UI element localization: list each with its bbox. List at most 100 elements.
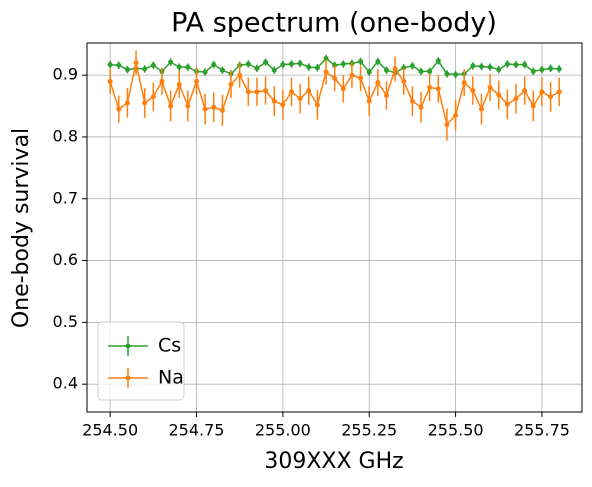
y-tick-label: 0.5 (53, 312, 78, 331)
x-tick-label: 255.00 (255, 421, 311, 440)
point (358, 75, 364, 81)
point (297, 60, 303, 66)
x-tick-label: 255.75 (514, 421, 570, 440)
legend-label: Cs (158, 335, 181, 357)
point (237, 72, 243, 78)
point (133, 60, 139, 66)
point (383, 67, 389, 73)
point (435, 58, 441, 64)
point (556, 66, 562, 72)
point (427, 68, 433, 74)
point (150, 94, 156, 100)
point (435, 86, 441, 92)
point (470, 63, 476, 69)
point (427, 85, 433, 91)
point (496, 92, 502, 98)
point (245, 61, 251, 67)
point (306, 88, 312, 94)
point (107, 78, 113, 84)
y-tick-label: 0.8 (53, 126, 78, 145)
point (124, 67, 130, 73)
point (548, 94, 554, 100)
point (150, 62, 156, 68)
point (116, 62, 122, 68)
point (271, 67, 277, 73)
point (271, 98, 277, 104)
point (142, 66, 148, 72)
point (314, 102, 320, 108)
point (288, 61, 294, 67)
point (522, 62, 528, 68)
point (453, 72, 459, 78)
point (168, 59, 174, 65)
point (556, 89, 562, 95)
point (453, 112, 459, 118)
point (392, 66, 398, 72)
point (401, 78, 407, 84)
point (366, 98, 372, 104)
point (314, 65, 320, 71)
point (219, 67, 225, 73)
point (219, 107, 225, 113)
point (418, 104, 424, 110)
point (202, 69, 208, 75)
point (185, 103, 191, 109)
point (470, 88, 476, 94)
point (245, 89, 251, 95)
y-tick-label: 0.6 (53, 250, 78, 269)
legend-label: Na (158, 367, 184, 389)
point (202, 106, 208, 112)
point (116, 106, 122, 112)
legend-box (97, 321, 185, 401)
point (297, 96, 303, 102)
point (539, 67, 545, 73)
point (323, 55, 329, 61)
point (340, 86, 346, 92)
point (194, 78, 200, 84)
point (504, 61, 510, 67)
point (254, 65, 260, 71)
point (409, 98, 415, 104)
point (340, 61, 346, 67)
point (530, 68, 536, 74)
point (263, 88, 269, 94)
x-axis-label: 309XXX GHz (264, 449, 403, 474)
point (124, 100, 130, 106)
y-tick-label: 0.9 (53, 65, 78, 84)
point (530, 103, 536, 109)
legend-marker (125, 343, 131, 349)
legend-marker (125, 375, 131, 381)
point (159, 78, 165, 84)
point (176, 81, 182, 87)
point (366, 69, 372, 75)
point (418, 68, 424, 74)
point (288, 89, 294, 95)
point (478, 106, 484, 112)
point (263, 59, 269, 65)
point (254, 89, 260, 95)
y-tick-label: 0.4 (53, 374, 78, 393)
point (461, 80, 467, 86)
point (228, 81, 234, 87)
point (306, 64, 312, 70)
point (211, 62, 217, 68)
x-tick-label: 254.50 (82, 421, 138, 440)
y-tick-label: 0.7 (53, 188, 78, 207)
point (142, 100, 148, 106)
point (539, 89, 545, 95)
point (168, 103, 174, 109)
point (383, 93, 389, 99)
point (504, 101, 510, 107)
chart-title: PA spectrum (one-body) (171, 8, 497, 39)
point (280, 62, 286, 68)
y-axis-label: One-body survival (9, 128, 34, 328)
point (513, 62, 519, 68)
point (522, 88, 528, 94)
point (478, 63, 484, 69)
point (107, 62, 113, 68)
point (358, 59, 364, 65)
point (349, 72, 355, 78)
point (409, 63, 415, 69)
point (444, 71, 450, 77)
